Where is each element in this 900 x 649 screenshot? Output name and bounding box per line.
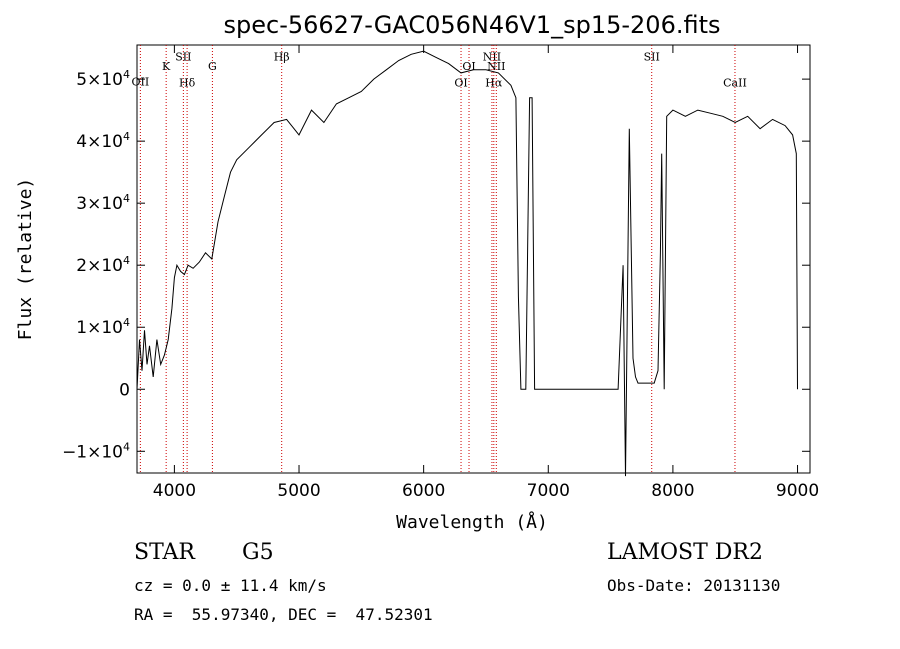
y-tick-label: −1×104 xyxy=(62,440,130,462)
y-tick-label: 2×104 xyxy=(76,254,130,276)
object-type: STAR xyxy=(134,540,195,565)
spectral-line-label: SII xyxy=(644,51,660,64)
x-tick-label: 8000 xyxy=(651,481,694,501)
spectral-line-label: Hα xyxy=(485,77,503,90)
observation-date: Obs-Date: 20131130 xyxy=(607,576,781,595)
survey-name: LAMOST DR2 xyxy=(607,540,763,565)
spectral-line-label: CaII xyxy=(723,77,747,90)
axis-ticks: 4000 5000 6000 7000 8000 9000 −1×104 0 1×104 2×10… xyxy=(62,45,819,501)
plot-frame xyxy=(136,44,811,474)
spectral-line-label: OI xyxy=(462,60,475,73)
spectral-line-label: SII xyxy=(175,51,191,64)
spectral-line-label: K xyxy=(162,60,171,73)
x-tick-label: 5000 xyxy=(277,481,320,501)
spectral-line-label: Hδ xyxy=(179,77,196,90)
y-tick-label: 3×104 xyxy=(76,192,130,214)
y-tick-label: 4×104 xyxy=(76,130,130,152)
y-axis-title: Flux (relative) xyxy=(15,178,36,341)
y-tick-label: 5×104 xyxy=(76,68,130,90)
spectral-line-label: NII xyxy=(487,60,505,73)
x-tick-label: 7000 xyxy=(527,481,570,501)
spectral-line-label: OII xyxy=(132,75,150,88)
y-tick-label: 1×104 xyxy=(76,316,130,338)
x-axis-title: Wavelength (Å) xyxy=(396,511,548,533)
redshift-cz: cz = 0.0 ± 11.4 km/s xyxy=(134,576,327,595)
y-tick-label: 0 xyxy=(119,380,130,400)
x-tick-label: 9000 xyxy=(776,481,819,501)
x-tick-label: 4000 xyxy=(153,481,196,501)
chart-title: spec-56627-GAC056N46V1_sp15-206.fits xyxy=(224,11,721,39)
spectral-line-label: G xyxy=(208,60,217,73)
spectral-line-label: OI xyxy=(454,77,467,90)
spectrum-series-line xyxy=(136,50,798,477)
object-subclass: G5 xyxy=(242,540,274,565)
spectral-line-label: Hβ xyxy=(274,51,290,64)
sky-coordinates: RA = 55.97340, DEC = 47.52301 xyxy=(134,605,433,624)
x-tick-label: 6000 xyxy=(402,481,445,501)
